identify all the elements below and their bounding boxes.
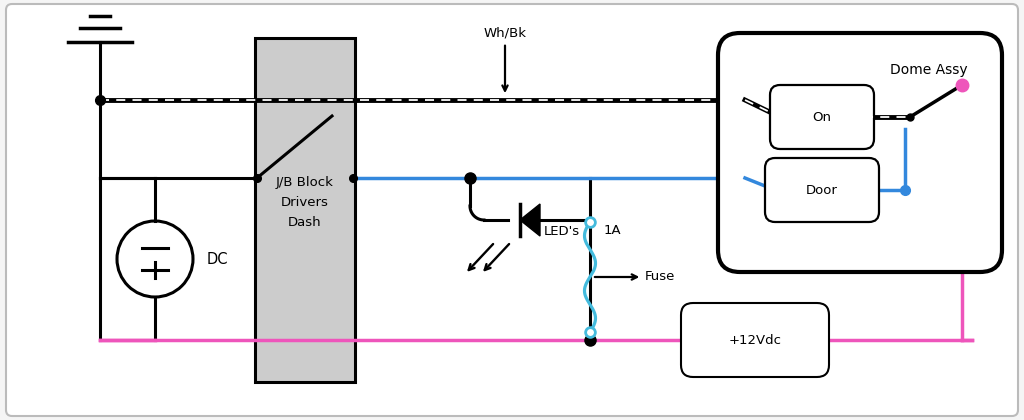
FancyBboxPatch shape bbox=[770, 85, 874, 149]
FancyBboxPatch shape bbox=[681, 303, 829, 377]
Text: J/B Block
Drivers
Dash: J/B Block Drivers Dash bbox=[276, 176, 334, 228]
Text: +12Vdc: +12Vdc bbox=[728, 333, 781, 346]
Text: LED's: LED's bbox=[544, 225, 581, 238]
Text: 1A: 1A bbox=[604, 224, 622, 237]
FancyBboxPatch shape bbox=[255, 38, 355, 382]
FancyBboxPatch shape bbox=[765, 158, 879, 222]
Polygon shape bbox=[520, 204, 540, 236]
Text: On: On bbox=[812, 110, 831, 123]
Text: Dome Assy: Dome Assy bbox=[891, 63, 968, 77]
FancyBboxPatch shape bbox=[6, 4, 1018, 416]
FancyBboxPatch shape bbox=[718, 33, 1002, 272]
Text: Wh/Bk: Wh/Bk bbox=[483, 27, 526, 91]
Text: Fuse: Fuse bbox=[595, 270, 676, 284]
Text: Door: Door bbox=[806, 184, 838, 197]
Text: DC: DC bbox=[207, 252, 228, 267]
